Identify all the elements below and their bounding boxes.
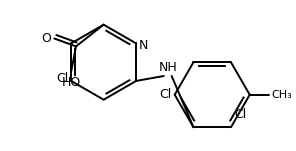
Text: N: N — [139, 39, 149, 52]
Text: NH: NH — [158, 61, 177, 74]
Text: HO: HO — [62, 76, 81, 89]
Text: CH₃: CH₃ — [271, 90, 292, 100]
Text: Cl: Cl — [56, 72, 68, 85]
Text: Cl: Cl — [160, 88, 172, 101]
Text: Cl: Cl — [234, 108, 246, 121]
Text: O: O — [41, 32, 51, 45]
